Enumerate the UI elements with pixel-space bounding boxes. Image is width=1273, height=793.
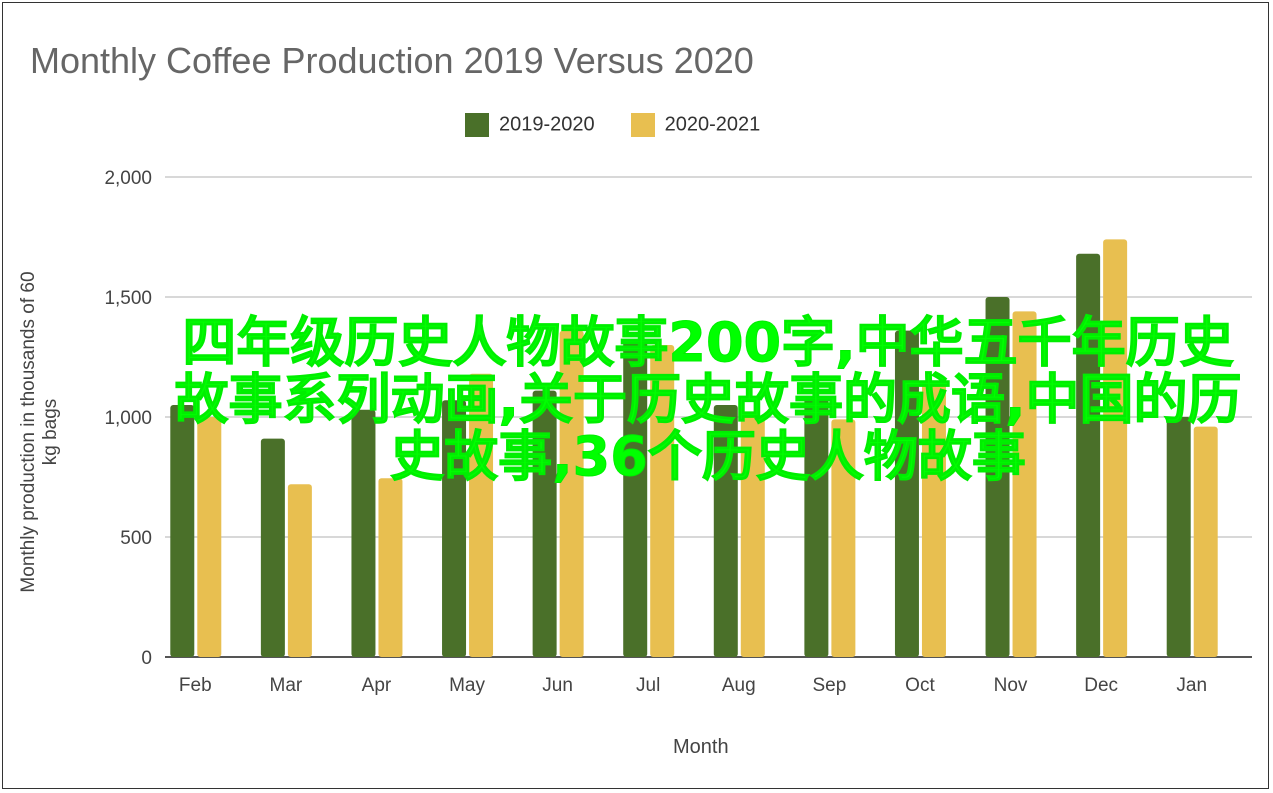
- x-tick-label: Jan: [1176, 675, 1207, 696]
- legend-label: 2019-2020: [499, 113, 595, 136]
- x-tick-label: Sep: [812, 675, 846, 696]
- bar-2020-2021-Dec: [1103, 239, 1128, 657]
- bar-2020-2021-Mar: [287, 484, 312, 657]
- x-tick-label: Apr: [362, 675, 392, 696]
- legend-item-2019-2020: 2019-2020: [465, 113, 595, 137]
- bar-2020-2021-Jul: [650, 345, 675, 657]
- bar-2019-2020-Jun: [532, 390, 557, 657]
- legend: 2019-2020 2020-2021: [465, 113, 760, 137]
- bar-2020-2021-Jan: [1193, 426, 1218, 657]
- legend-item-2020-2021: 2020-2021: [630, 113, 761, 137]
- bar-2020-2021-Apr: [378, 478, 403, 657]
- bar-2019-2020-May: [442, 400, 467, 657]
- bar-2019-2020-Jul: [623, 340, 648, 657]
- bar-2020-2021-Oct: [921, 381, 946, 657]
- bar-2019-2020-Oct: [894, 330, 919, 657]
- x-tick-label: Mar: [270, 675, 303, 696]
- bar-2019-2020-Jan: [1166, 417, 1191, 657]
- y-tick-label: 0: [141, 648, 152, 669]
- x-tick-label: Feb: [179, 675, 212, 696]
- y-tick-label: 500: [120, 528, 152, 549]
- bar-2019-2020-Nov: [985, 297, 1010, 657]
- y-tick-label: 1,500: [104, 288, 152, 309]
- x-tick-label: May: [449, 675, 485, 696]
- x-tick-label: Jun: [542, 675, 573, 696]
- chart-title: Monthly Coffee Production 2019 Versus 20…: [30, 40, 754, 81]
- bar-2020-2021-Sep: [831, 419, 856, 657]
- legend-label: 2020-2021: [664, 113, 761, 136]
- bar-2019-2020-Sep: [804, 397, 829, 657]
- overlay-text: 四年级历史人物故事200字,中华五千年历史故事系列动画,关于历史故事的成语,中国…: [174, 311, 1242, 488]
- bar-2019-2020-Apr: [351, 409, 376, 657]
- bar-2019-2020-Feb: [170, 405, 195, 657]
- bar-2019-2020-Aug: [713, 405, 738, 657]
- bar-2019-2020-Dec: [1076, 253, 1101, 658]
- x-tick-label: Jul: [636, 675, 660, 696]
- x-tick-label: Oct: [905, 675, 935, 696]
- x-tick-label: Nov: [994, 675, 1028, 696]
- bar-2019-2020-Mar: [260, 438, 285, 657]
- y-tick-label: 1,000: [104, 408, 152, 429]
- bar-2020-2021-Jun: [559, 330, 584, 657]
- x-tick-label: Aug: [722, 675, 756, 696]
- legend-swatch: [465, 113, 489, 137]
- legend-swatch: [630, 113, 655, 137]
- bar-2020-2021-Feb: [197, 417, 222, 657]
- bar-2020-2021-Aug: [740, 417, 765, 657]
- bar-2020-2021-Nov: [1012, 311, 1037, 657]
- y-tick-label: 2,000: [104, 168, 152, 189]
- bar-2020-2021-May: [469, 373, 494, 657]
- x-tick-label: Dec: [1084, 675, 1118, 696]
- x-axis-label: Month: [673, 736, 729, 758]
